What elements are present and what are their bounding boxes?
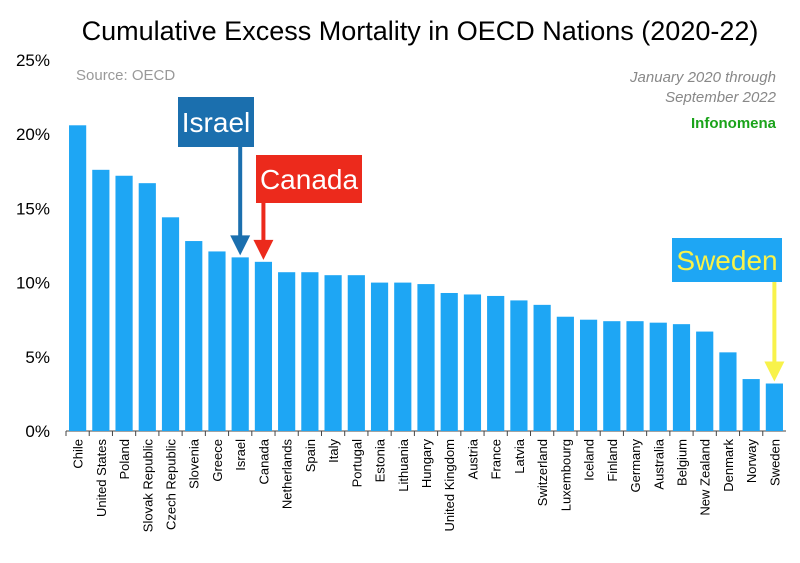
bar-austria bbox=[463, 294, 482, 431]
x-tick-label: Germany bbox=[628, 439, 643, 493]
period-line-2: September 2022 bbox=[665, 89, 777, 106]
bar-chile bbox=[69, 125, 87, 432]
bar-australia bbox=[649, 322, 667, 431]
source-label: Source: OECD bbox=[76, 67, 175, 84]
bar-finland bbox=[603, 321, 621, 431]
bar-lithuania bbox=[394, 282, 412, 431]
bar-united-kingdom bbox=[440, 292, 458, 431]
x-tick-label: Latvia bbox=[512, 438, 527, 473]
x-tick-label: Switzerland bbox=[535, 439, 550, 506]
x-tick-label: Israel bbox=[233, 439, 248, 471]
x-tick-label: United States bbox=[94, 439, 109, 518]
x-tick-label: Canada bbox=[256, 438, 271, 484]
bar-poland bbox=[115, 175, 133, 431]
bar-slovak-republic bbox=[138, 183, 156, 431]
y-tick-label: 25% bbox=[16, 51, 50, 70]
x-tick-label: Sweden bbox=[767, 439, 782, 486]
bar-italy bbox=[324, 275, 342, 431]
annotation-box bbox=[256, 155, 362, 203]
bar-spain bbox=[301, 272, 319, 431]
x-tick-label: Czech Republic bbox=[164, 439, 179, 531]
bar-slovenia bbox=[185, 241, 203, 431]
arrow-head bbox=[230, 235, 251, 256]
annotation-canada: Canada bbox=[253, 155, 362, 260]
x-tick-label: Slovak Republic bbox=[140, 439, 155, 533]
arrow-head bbox=[253, 239, 274, 260]
annotation-israel: Israel bbox=[178, 97, 254, 256]
x-tick-label: Norway bbox=[744, 439, 759, 484]
x-tick-label: Chile bbox=[71, 439, 86, 469]
x-tick-label: United Kingdom bbox=[442, 439, 457, 532]
bar-netherlands bbox=[278, 272, 296, 431]
bar-new-zealand bbox=[696, 331, 714, 431]
annotation-label: Israel bbox=[182, 107, 250, 138]
y-tick-label: 10% bbox=[16, 274, 50, 293]
chart-title: Cumulative Excess Mortality in OECD Nati… bbox=[82, 16, 759, 46]
bar-estonia bbox=[370, 282, 389, 431]
x-tick-label: Greece bbox=[210, 439, 225, 482]
arrow-head bbox=[764, 361, 785, 382]
annotation-label: Canada bbox=[260, 164, 359, 195]
y-tick-label: 5% bbox=[25, 348, 50, 367]
x-tick-label: Estonia bbox=[373, 438, 388, 482]
bar-luxembourg bbox=[556, 316, 574, 431]
x-tick-label: Hungary bbox=[419, 439, 434, 489]
x-tick-label: Finland bbox=[605, 439, 620, 482]
bar-israel bbox=[231, 257, 249, 431]
x-tick-label: Lithuania bbox=[396, 438, 411, 492]
bar-latvia bbox=[510, 300, 528, 431]
bar-belgium bbox=[672, 324, 691, 431]
bar-norway bbox=[742, 379, 760, 431]
x-tick-label: Denmark bbox=[721, 439, 736, 492]
annotation-label: Sweden bbox=[676, 245, 777, 276]
y-tick-label: 15% bbox=[16, 199, 50, 218]
x-tick-label: Luxembourg bbox=[558, 439, 573, 511]
bar-sweden bbox=[765, 383, 783, 431]
period-line-1: January 2020 through bbox=[629, 69, 776, 86]
x-tick-label: Australia bbox=[651, 438, 666, 489]
bar-switzerland bbox=[533, 304, 551, 431]
bar-canada bbox=[254, 261, 273, 431]
x-tick-label: Austria bbox=[465, 438, 480, 479]
y-tick-label: 0% bbox=[25, 422, 50, 441]
bar-germany bbox=[626, 321, 644, 431]
bar-portugal bbox=[347, 275, 365, 431]
x-tick-label: Iceland bbox=[582, 439, 597, 481]
x-tick-label: Belgium bbox=[674, 439, 689, 486]
x-tick-label: Spain bbox=[303, 439, 318, 472]
annotation-box bbox=[178, 97, 254, 147]
bar-iceland bbox=[579, 319, 598, 431]
annotation-sweden: Sweden bbox=[672, 238, 785, 382]
bar-denmark bbox=[719, 352, 737, 431]
x-tick-label: Poland bbox=[117, 439, 132, 479]
bar-united-states bbox=[92, 169, 110, 432]
bar-hungary bbox=[417, 284, 435, 431]
x-tick-label: Slovenia bbox=[187, 438, 202, 489]
x-tick-label: France bbox=[489, 439, 504, 479]
x-tick-label: Netherlands bbox=[280, 439, 295, 510]
bar-greece bbox=[208, 251, 226, 431]
bar-france bbox=[487, 295, 505, 431]
x-tick-label: Italy bbox=[326, 439, 341, 463]
x-tick-label: Portugal bbox=[349, 439, 364, 488]
bar-czech-republic bbox=[161, 217, 180, 431]
x-tick-label: New Zealand bbox=[698, 439, 713, 516]
annotation-box bbox=[672, 238, 782, 282]
brand-label: Infonomena bbox=[691, 115, 777, 132]
y-tick-label: 20% bbox=[16, 125, 50, 144]
